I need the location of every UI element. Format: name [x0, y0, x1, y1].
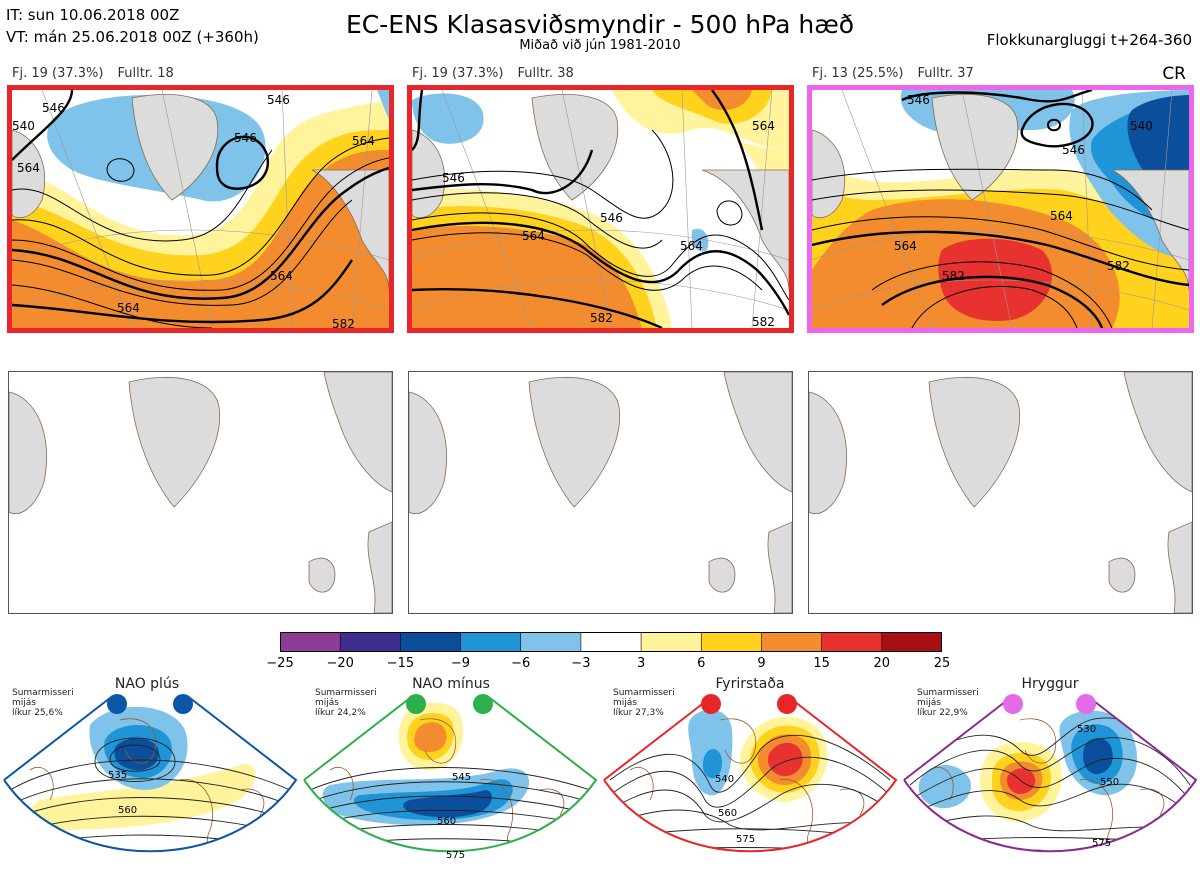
page-subtitle: Miðað við jún 1981-2010: [519, 38, 681, 53]
regime-2-contour-label: 545: [452, 772, 471, 783]
cluster-2-contour-label: 546: [600, 211, 623, 225]
cluster-1-contour-label: 546: [234, 131, 257, 145]
empty-map-3[interactable]: [808, 371, 1193, 614]
cluster-2-contour-label: 564: [680, 239, 703, 253]
cluster-1-label: Fj. 19 (37.3%) Fulltr. 18: [12, 66, 188, 81]
regime-3-contour-label: 540: [715, 774, 734, 785]
empty-map-2[interactable]: [408, 371, 793, 614]
colorbar-tick-label: 25: [933, 656, 951, 671]
cluster-1-contour-label: 564: [17, 161, 40, 175]
cluster-2-label: Fj. 19 (37.3%) Fulltr. 38: [412, 66, 588, 81]
cluster-3-contour-label: 540: [1130, 119, 1153, 133]
regime-1-contour-label: 560: [118, 805, 137, 816]
initial-time: IT: sun 10.06.2018 00Z: [6, 6, 180, 24]
cluster-2-fj: Fj. 19 (37.3%): [412, 66, 504, 81]
regime-1-map[interactable]: 535 560: [0, 690, 300, 871]
regime-2-info: Sumarmisseri mijás líkur 24,2%: [315, 688, 377, 718]
cluster-1-contour-label: 564: [117, 301, 140, 315]
regime-2-map[interactable]: 545 560 575: [300, 690, 600, 871]
classification-window: Flokkunargluggi t+264-360: [986, 31, 1192, 49]
regime-3-contour-label: 560: [718, 808, 737, 819]
colorbar-tick-label: 15: [813, 656, 830, 671]
colorbar-tick-label: −25: [266, 656, 294, 671]
cluster-3-fj: Fj. 13 (25.5%): [812, 66, 904, 81]
regime-4-map[interactable]: 530 550 575: [900, 690, 1200, 871]
colorbar-cell: [821, 631, 883, 653]
cluster-2-contour-label: 564: [752, 119, 775, 133]
header-times: IT: sun 10.06.2018 00Z VT: mán 25.06.201…: [6, 4, 259, 48]
cluster-1-contour-label: 564: [352, 134, 375, 148]
regime-1-info: Sumarmisseri mijás líkur 25,6%: [12, 688, 74, 718]
cluster-3-contour-label: 546: [1062, 143, 1085, 157]
cluster-3-contour-label: 582: [942, 269, 965, 283]
cluster-3-fulltr: Fulltr. 37: [917, 66, 974, 81]
regime-3-info: Sumarmisseri mijás líkur 27,3%: [613, 688, 675, 718]
regime-2-contour-label: 560: [437, 816, 456, 827]
cluster-1-fulltr: Fulltr. 18: [117, 66, 174, 81]
valid-time: VT: mán 25.06.2018 00Z (+360h): [6, 28, 259, 46]
regime-4-info: Sumarmisseri mijás líkur 22,9%: [917, 688, 979, 718]
regime-2-name: NAO mínus: [412, 676, 490, 692]
colorbar-tick-label: 3: [636, 656, 646, 671]
regime-4-contour-label: 575: [1092, 838, 1111, 849]
colorbar-tick-label: 6: [697, 656, 706, 671]
cluster-2-contour-label: 546: [442, 171, 465, 185]
cr-label: CR: [1162, 64, 1186, 84]
cluster-3-contour-label: 546: [907, 93, 930, 107]
cluster-1-contour-label: 546: [267, 93, 290, 107]
cluster-2-fulltr: Fulltr. 38: [517, 66, 574, 81]
regime-2-contour-label: 575: [446, 850, 465, 861]
regime-4-contour-label: 550: [1100, 777, 1119, 788]
colorbar-cell: [881, 631, 943, 653]
regime-3-map[interactable]: 540 560 575: [600, 690, 900, 871]
colorbar-tick-label: 9: [757, 656, 766, 671]
cluster-1-contour-label: 582: [332, 317, 355, 328]
colorbar-cell: [580, 631, 642, 653]
colorbar-cell: [640, 631, 703, 653]
regime-1-name: NAO plús: [114, 676, 180, 692]
cluster-1-contour-label: 564: [270, 269, 293, 283]
colorbar-tick-label: −3: [571, 656, 591, 671]
page-title: EC-ENS Klasasviðsmyndir - 500 hPa hæð: [345, 10, 855, 39]
cluster-2-contour-label: 582: [590, 311, 613, 325]
colorbar-tick-label: −15: [386, 656, 415, 671]
colorbar: [279, 631, 943, 653]
colorbar-tick-label: −6: [511, 656, 531, 671]
regime-4-name: Hryggur: [1021, 676, 1079, 692]
cluster-2-map[interactable]: 546 546 564 564 582 564 582: [407, 85, 794, 333]
cluster-3-contour-label: 564: [894, 239, 917, 253]
cluster-3-label: Fj. 13 (25.5%) Fulltr. 37: [812, 66, 988, 81]
colorbar-tick-label: 20: [873, 656, 891, 671]
colorbar-tick-label: −9: [450, 656, 471, 671]
colorbar-cell: [400, 631, 462, 653]
cluster-1-contour-label: 546: [42, 101, 65, 115]
cluster-3-map[interactable]: 546 546 540 564 564 582 582: [807, 85, 1194, 333]
cluster-1-contour-label: 540: [12, 119, 35, 133]
regime-4-contour-label: 530: [1077, 724, 1096, 735]
cluster-3-contour-label: 582: [1107, 259, 1130, 273]
colorbar-cell: [279, 631, 341, 653]
cluster-3-contour-label: 564: [1050, 209, 1073, 223]
colorbar-tick-label: −20: [326, 656, 354, 671]
colorbar-cell: [460, 631, 522, 653]
regime-3-name: Fyrirstaða: [715, 676, 785, 692]
cluster-1-fj: Fj. 19 (37.3%): [12, 66, 104, 81]
colorbar-cell: [761, 631, 823, 653]
cluster-2-contour-label: 582: [752, 315, 775, 328]
cluster-1-map[interactable]: 546 546 546 564 564 564 564 582 540: [7, 85, 394, 333]
regime-1-contour-label: 535: [108, 770, 127, 781]
regime-3-contour-label: 575: [736, 834, 755, 845]
empty-map-1[interactable]: [8, 371, 393, 614]
colorbar-cell: [520, 631, 582, 653]
cluster-2-contour-label: 564: [522, 229, 545, 243]
colorbar-cell: [339, 631, 402, 653]
colorbar-cell: [700, 631, 763, 653]
